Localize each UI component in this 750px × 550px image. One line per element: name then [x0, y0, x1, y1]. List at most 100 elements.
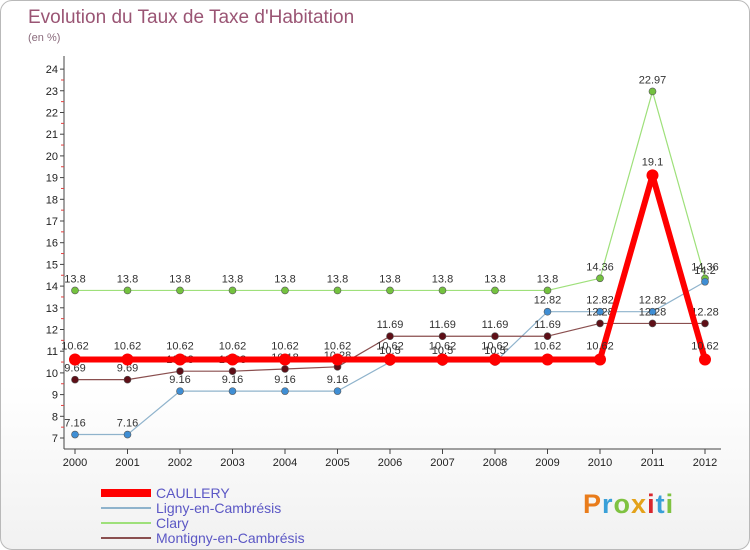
data-point-montigny-en-cambr-sis: [438, 332, 447, 341]
data-label-caullery: 10.62: [219, 340, 247, 352]
legend-swatch: [101, 489, 151, 497]
x-tick-label: 2000: [63, 457, 87, 469]
data-label-clary: 14.36: [691, 261, 719, 273]
legend-label: Ligny-en-Cambrésis: [156, 500, 282, 516]
data-label-ligny-en-cambr-sis: 12.82: [586, 295, 614, 307]
data-point-ligny-en-cambr-sis: [333, 387, 342, 395]
y-tick-label: 14: [46, 281, 58, 293]
data-point-caullery: [646, 169, 659, 182]
x-tick-label: 2011: [641, 457, 665, 469]
data-point-caullery: [69, 353, 81, 366]
legend-label: Clary: [156, 515, 189, 531]
data-point-montigny-en-cambr-sis: [701, 319, 709, 328]
data-label-caullery: 10.62: [324, 340, 352, 352]
data-label-ligny-en-cambr-sis: 9.16: [169, 374, 190, 386]
y-tick-label: 13: [46, 303, 58, 315]
y-tick-label: 15: [46, 259, 58, 271]
data-point-caullery: [226, 353, 239, 366]
data-label-ligny-en-cambr-sis: 7.16: [117, 418, 138, 430]
y-tick-label: 18: [46, 194, 58, 206]
data-label-ligny-en-cambr-sis: 9.16: [327, 374, 348, 386]
data-point-ligny-en-cambr-sis: [543, 307, 552, 316]
x-tick-label: 2009: [535, 457, 559, 469]
data-label-ligny-en-cambr-sis: 12.82: [534, 295, 562, 307]
legend-label: Montigny-en-Cambrésis: [156, 530, 305, 546]
y-tick-label: 23: [46, 86, 58, 98]
data-point-caullery: [121, 353, 134, 366]
data-point-clary: [71, 286, 79, 295]
x-tick-label: 2007: [430, 457, 454, 469]
y-tick-label: 20: [46, 151, 58, 163]
y-tick-label: 24: [46, 64, 58, 76]
data-label-ligny-en-cambr-sis: 7.16: [64, 418, 85, 430]
x-tick-label: 2002: [168, 457, 192, 469]
data-point-caullery: [541, 353, 554, 366]
data-point-caullery: [174, 353, 186, 366]
x-tick-label: 2012: [693, 457, 717, 469]
y-tick-label: 16: [46, 238, 58, 250]
data-label-montigny-en-cambr-sis: 11.69: [429, 319, 456, 331]
data-label-clary: 13.8: [169, 273, 190, 285]
data-label-caullery: 10.62: [429, 340, 457, 352]
data-label-clary: 13.8: [379, 273, 400, 285]
logo-letter: t: [655, 489, 666, 519]
y-tick-label: 17: [46, 216, 58, 228]
data-label-caullery: 10.62: [114, 340, 142, 352]
logo-letter: x: [631, 489, 648, 519]
data-label-caullery: 19.1: [642, 156, 663, 168]
chart-title: Evolution du Taux de Taxe d'Habitation: [28, 7, 355, 28]
data-label-ligny-en-cambr-sis: 14.2: [694, 265, 715, 277]
data-point-clary: [596, 274, 604, 283]
legend-swatch: [101, 522, 151, 524]
data-point-clary: [228, 286, 237, 295]
x-tick-label: 2004: [273, 457, 297, 469]
data-point-caullery: [699, 353, 711, 366]
data-label-caullery: 10.62: [376, 340, 404, 352]
data-label-ligny-en-cambr-sis: 10.5: [379, 345, 400, 357]
logo-letter: i: [647, 489, 656, 519]
y-tick-label: 19: [46, 173, 58, 185]
x-tick-label: 2005: [325, 457, 349, 469]
data-point-clary: [438, 286, 447, 295]
logo-letter: r: [602, 489, 614, 519]
data-point-montigny-en-cambr-sis: [176, 367, 184, 375]
chart-subtitle: (en %): [28, 32, 61, 44]
legend-label: CAULLERY: [156, 485, 230, 501]
x-tick-label: 2001: [115, 457, 139, 469]
data-point-ligny-en-cambr-sis: [176, 387, 184, 395]
data-point-ligny-en-cambr-sis: [228, 387, 237, 395]
data-label-caullery: 10.62: [61, 340, 89, 352]
data-point-clary: [386, 286, 394, 295]
data-label-montigny-en-cambr-sis: 11.69: [534, 319, 561, 331]
data-point-montigny-en-cambr-sis: [123, 375, 132, 384]
data-label-ligny-en-cambr-sis: 9.16: [222, 374, 243, 386]
data-label-clary: 13.8: [537, 273, 558, 285]
data-point-clary: [123, 286, 132, 295]
data-label-clary: 13.8: [327, 273, 348, 285]
x-tick-label: 2006: [378, 457, 402, 469]
data-label-ligny-en-cambr-sis: 9.16: [274, 374, 295, 386]
data-point-clary: [491, 286, 499, 295]
data-label-montigny-en-cambr-sis: 11.69: [482, 319, 509, 331]
legend-swatch: [101, 507, 151, 509]
data-label-montigny-en-cambr-sis: 9.69: [64, 363, 85, 375]
legend-swatch: [101, 537, 151, 539]
y-tick-label: 9: [52, 390, 58, 402]
data-point-montigny-en-cambr-sis: [228, 367, 237, 375]
data-label-caullery: 10.62: [586, 340, 614, 352]
data-label-montigny-en-cambr-sis: 12.28: [586, 306, 614, 318]
y-tick-label: 7: [52, 433, 58, 445]
y-tick-label: 22: [46, 108, 58, 120]
data-label-montigny-en-cambr-sis: 9.69: [117, 363, 138, 375]
data-label-clary: 22.97: [639, 74, 667, 86]
data-point-caullery: [279, 353, 291, 366]
data-point-caullery: [331, 353, 344, 366]
data-label-montigny-en-cambr-sis: 11.69: [377, 319, 404, 331]
logo-letter: P: [583, 489, 603, 519]
data-point-montigny-en-cambr-sis: [71, 375, 79, 384]
data-point-clary: [176, 286, 184, 295]
data-point-montigny-en-cambr-sis: [543, 332, 552, 341]
data-label-clary: 14.36: [586, 261, 614, 273]
